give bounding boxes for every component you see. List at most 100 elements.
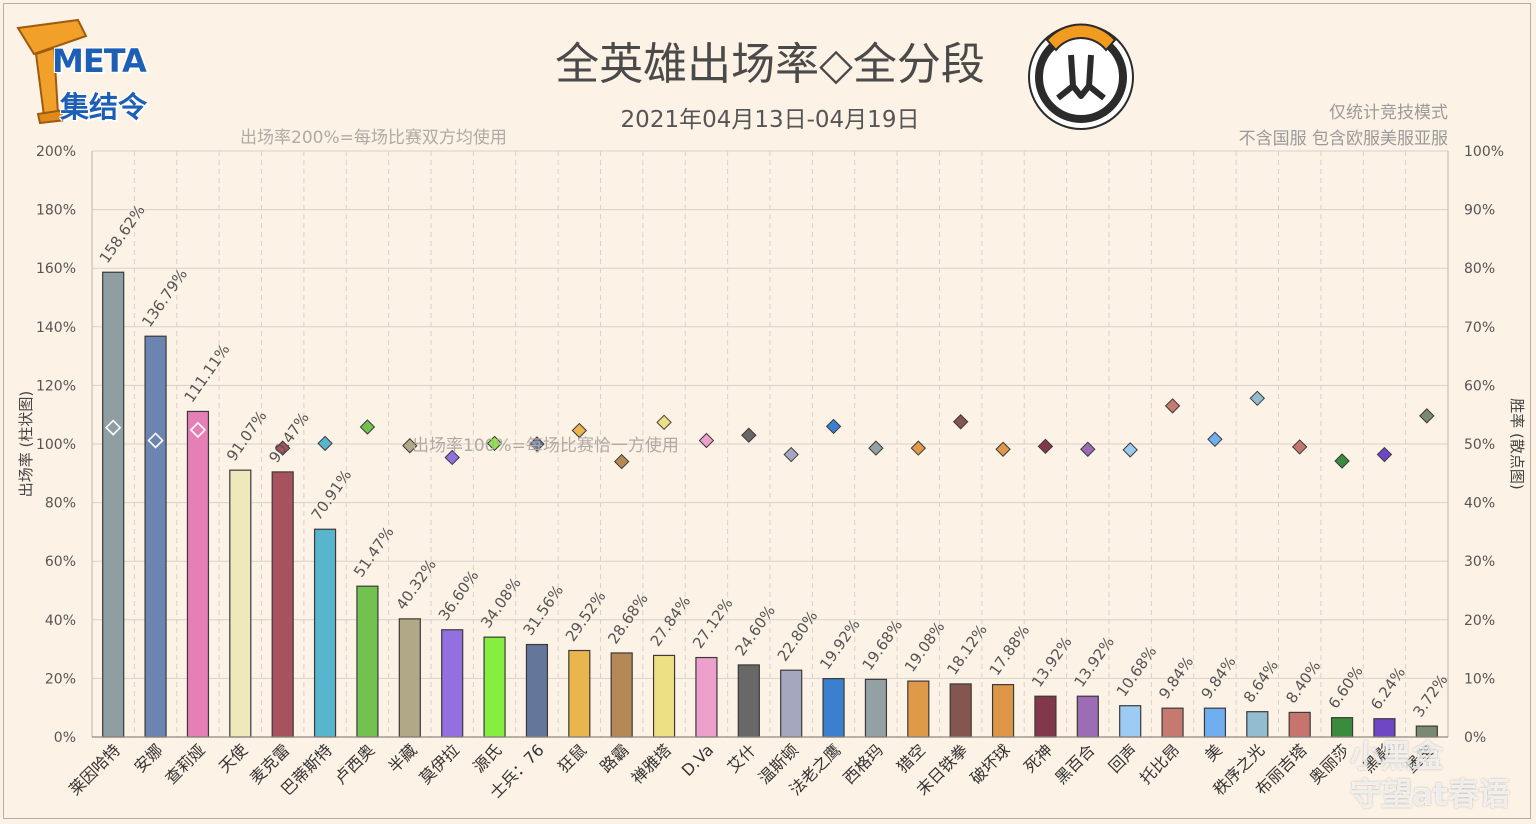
bars-layer [102,271,1438,738]
x-tick-label: 狂鼠 [554,740,590,776]
winrate-point-29 [1291,439,1308,455]
bar-value-label: 136.79% [138,265,191,330]
bar-16 [737,664,760,738]
bar-value-label: 10.68% [1113,643,1161,700]
annotation-text: 出场率100%=每场比赛恰一方使用 [412,435,679,456]
x-tick-label: 路霸 [596,740,632,776]
bar-value-label: 24.60% [731,602,779,659]
x-tick-label: 天使 [215,740,251,776]
bar-value-label: 13.92% [1028,633,1076,690]
y2-tick-label: 40% [1464,496,1495,512]
winrate-point-31 [1376,446,1393,463]
winrate-point-22 [995,441,1011,457]
bar-value-label: 9.84% [1197,653,1239,702]
y-tick-label: 160% [36,261,76,277]
x-tick-label: 破坏球 [967,740,1014,787]
bar-value-label: 6.24% [1367,664,1409,713]
note-mode: 仅统计竞技模式 [1329,103,1448,123]
winrate-points-layer [105,390,1435,470]
y-tick-label: 180% [36,203,76,219]
bar-value-label: 36.60% [435,567,483,624]
bar-value-label: 27.84% [647,593,695,650]
y2-axis-title: 胜率 (散点图) [1508,398,1526,489]
bar-value-label: 18.12% [943,621,991,678]
winrate-point-17 [783,446,799,463]
winrate-point-28 [1249,390,1266,406]
winrate-point-3 [189,421,207,439]
x-tick-label: 禅雅塔 [628,740,675,787]
chart-title: 全英雄出场率◇全分段 [555,39,985,90]
winrate-point-9 [444,449,460,466]
bar-4 [229,469,252,738]
bar-value-label: 27.12% [689,595,737,652]
winrate-point-19 [868,440,884,456]
bar-30 [1330,717,1354,738]
winrate-point-5 [274,440,291,456]
winrate-point-23 [1037,438,1054,455]
bar-value-label: 90.47% [265,409,313,466]
bar-1 [102,271,125,738]
x-tick-label: 西格玛 [839,740,886,787]
x-tick-label: 黑百合 [1051,740,1098,787]
winrate-point-30 [1334,453,1350,469]
bar-28 [1246,711,1269,738]
y-tick-label: 0% [54,730,76,746]
x-tick-label: D.Va [678,740,718,780]
bar-25 [1119,705,1142,738]
bar-value-label: 6.60% [1325,663,1367,712]
bar-value-label: 9.84% [1155,653,1197,702]
x-tick-label: 死神 [1020,740,1056,776]
bar-value-label: 8.64% [1240,657,1282,706]
overwatch-logo-icon [1028,23,1134,130]
bar-19 [864,678,888,738]
y-tick-label: 100% [36,437,76,453]
annotation-text: 出场率200%=每场比赛双方均使用 [240,127,507,148]
bar-7 [356,585,379,738]
bar-value-label: 91.07% [223,407,271,464]
y2-tick-label: 50% [1464,437,1495,453]
winrate-point-14 [656,414,672,431]
bar-value-label: 34.08% [477,574,525,631]
bar-value-label: 70.91% [308,466,356,523]
winrate-point-24 [1080,441,1096,457]
y2-tick-label: 70% [1464,320,1495,336]
x-tick-label: 托比昂 [1136,740,1183,787]
y-tick-label: 200% [36,144,76,160]
bar-3 [186,410,210,738]
bar-value-label: 158.62% [96,202,149,267]
winrate-point-27 [1207,431,1223,448]
x-tick-label: 回声 [1105,740,1141,776]
x-tick-label: 卢西奥 [331,740,378,787]
x-tick-label: 艾什 [724,740,760,776]
bar-value-label: 19.92% [816,616,864,673]
bar-8 [398,618,421,738]
x-tick-label: 猎空 [893,740,929,776]
winrate-point-2 [147,432,164,449]
note-servers: 不含国服 包含欧服美服亚服 [1238,129,1448,149]
bar-value-label: 8.40% [1282,657,1324,706]
y2-tick-label: 10% [1464,671,1495,687]
y-tick-label: 140% [36,320,76,336]
trophy-hammer-icon [16,18,88,125]
x-tick-label: 莫伊拉 [416,740,463,787]
watermark-line2: 守望at春语 [1350,777,1510,813]
bar-22 [991,684,1015,738]
bar-value-label: 22.80% [774,607,822,664]
x-tick-label: 奥丽莎 [1306,740,1353,787]
x-tick-label: 半藏 [385,740,421,776]
bar-23 [1034,695,1057,738]
winrate-point-26 [1164,398,1181,414]
chart-subtitle: 2021年04月13日-04月19日 [620,107,920,133]
x-tick-label: 源氏 [469,740,505,776]
watermark: 小黑盒 守望at春语 [1350,738,1520,814]
bar-5 [271,471,294,738]
y-tick-label: 40% [45,613,76,629]
bar-32 [1415,725,1438,738]
bar-24 [1076,695,1099,738]
winrate-point-15 [698,432,715,449]
bar-value-label: 28.68% [604,590,652,647]
bar-17 [780,669,803,738]
chart-frame [3,3,1531,819]
